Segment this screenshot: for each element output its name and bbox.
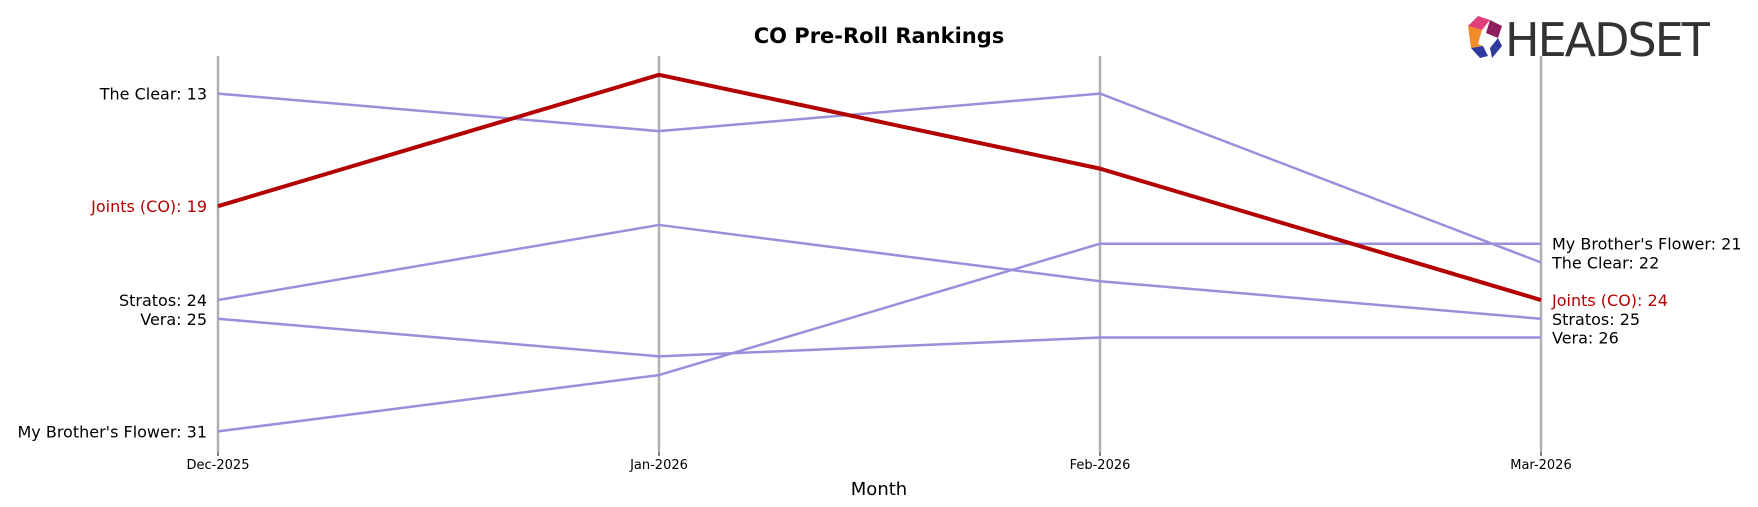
x-tick-label: Mar-2026 xyxy=(1510,458,1571,473)
series-line-my-brother-s-flower xyxy=(217,242,1541,433)
start-rank-label: Joints (CO): 19 xyxy=(90,197,207,216)
x-axis-ticks: Dec-2025 Jan-2026 Feb-2026 Mar-2026 xyxy=(187,452,1572,473)
end-rank-label: Stratos: 25 xyxy=(1552,310,1640,329)
series-line-the-clear xyxy=(217,92,1542,264)
end-rank-label: My Brother's Flower: 21 xyxy=(1552,235,1742,254)
end-rank-label: Joints (CO): 24 xyxy=(1551,291,1668,310)
series-line-joints-co xyxy=(217,72,1542,302)
headset-logo-text: HEADSET xyxy=(1505,13,1711,67)
chart-title: CO Pre-Roll Rankings xyxy=(754,24,1005,48)
end-rank-label: The Clear: 22 xyxy=(1551,253,1659,272)
month-gridlines xyxy=(216,56,1543,452)
x-tick-label: Jan-2026 xyxy=(629,458,688,473)
headset-logo: HEADSET xyxy=(1468,13,1713,67)
headset-logo-mark xyxy=(1468,16,1502,58)
series-line-vera xyxy=(217,317,1541,358)
start-rank-label: Stratos: 24 xyxy=(119,291,207,310)
start-rank-label: Vera: 25 xyxy=(140,310,207,329)
start-rank-labels: The Clear: 13 Joints (CO): 19 Stratos: 24V… xyxy=(17,85,207,442)
x-tick-label: Feb-2026 xyxy=(1070,458,1131,473)
end-rank-label: Vera: 26 xyxy=(1552,329,1619,348)
series-lines xyxy=(217,72,1542,433)
x-tick-label: Dec-2025 xyxy=(187,458,250,473)
start-rank-label: My Brother's Flower: 31 xyxy=(17,422,207,441)
series-line-stratos xyxy=(217,223,1542,321)
x-axis-label: Month xyxy=(851,479,907,500)
start-rank-label: The Clear: 13 xyxy=(99,85,207,104)
